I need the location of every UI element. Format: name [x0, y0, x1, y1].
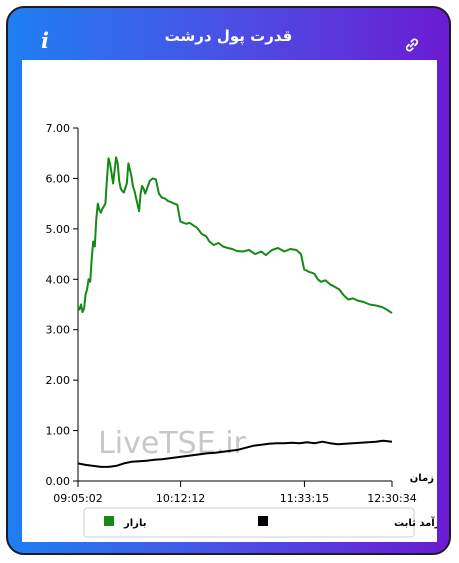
y-tick-label: 7.00: [46, 122, 71, 135]
link-icon[interactable]: [403, 36, 421, 54]
legend-swatch-market: [104, 516, 114, 526]
x-tick-label: 12:30:34: [367, 492, 416, 505]
legend-label-market: بازار: [123, 518, 146, 529]
y-tick-label: 2.00: [46, 374, 71, 387]
watermark: LiveTSE.ir: [98, 426, 246, 461]
series-line-0: [77, 156, 393, 314]
x-tick-label: 09:05:02: [53, 492, 102, 505]
series-layer: [77, 156, 393, 468]
y-tick-label: 1.00: [46, 425, 71, 438]
y-tick-label: 0.00: [46, 475, 71, 488]
y-tick-label: 3.00: [46, 324, 71, 337]
card-title: قدرت پول درشت: [164, 27, 293, 45]
info-icon[interactable]: i: [41, 28, 49, 53]
chart-panel: LiveTSE.ir 0.00 1.00 2.00 3.00 4.00 5.00 6.00 7…: [22, 60, 449, 542]
chart-card: قدرت پول درشت i LiveTSE.ir 0.00 1.00 2.00 3…: [6, 6, 451, 555]
legend: بازار صندوق های درآمد ثابت: [83, 507, 449, 538]
line-chart: LiveTSE.ir 0.00 1.00 2.00 3.00 4.00 5.00 6.00 7…: [46, 122, 449, 538]
legend-label-fixed-income: صندوق های درآمد ثابت: [394, 516, 437, 529]
x-axis-label: زمان: [410, 473, 434, 484]
x-tick-label: 11:33:15: [280, 492, 329, 505]
y-tick-label: 6.00: [46, 172, 71, 185]
series-line-1: [77, 439, 393, 468]
axes-group: 0.00 1.00 2.00 3.00 4.00 5.00 6.00 7.00 09:05:02…: [46, 122, 417, 505]
y-tick-label: 4.00: [46, 273, 71, 286]
card-header: قدرت پول درشت i: [8, 8, 449, 60]
x-tick-label: 10:12:12: [156, 492, 205, 505]
legend-swatch-fixed-income: [258, 516, 268, 526]
y-tick-label: 5.00: [46, 223, 71, 236]
